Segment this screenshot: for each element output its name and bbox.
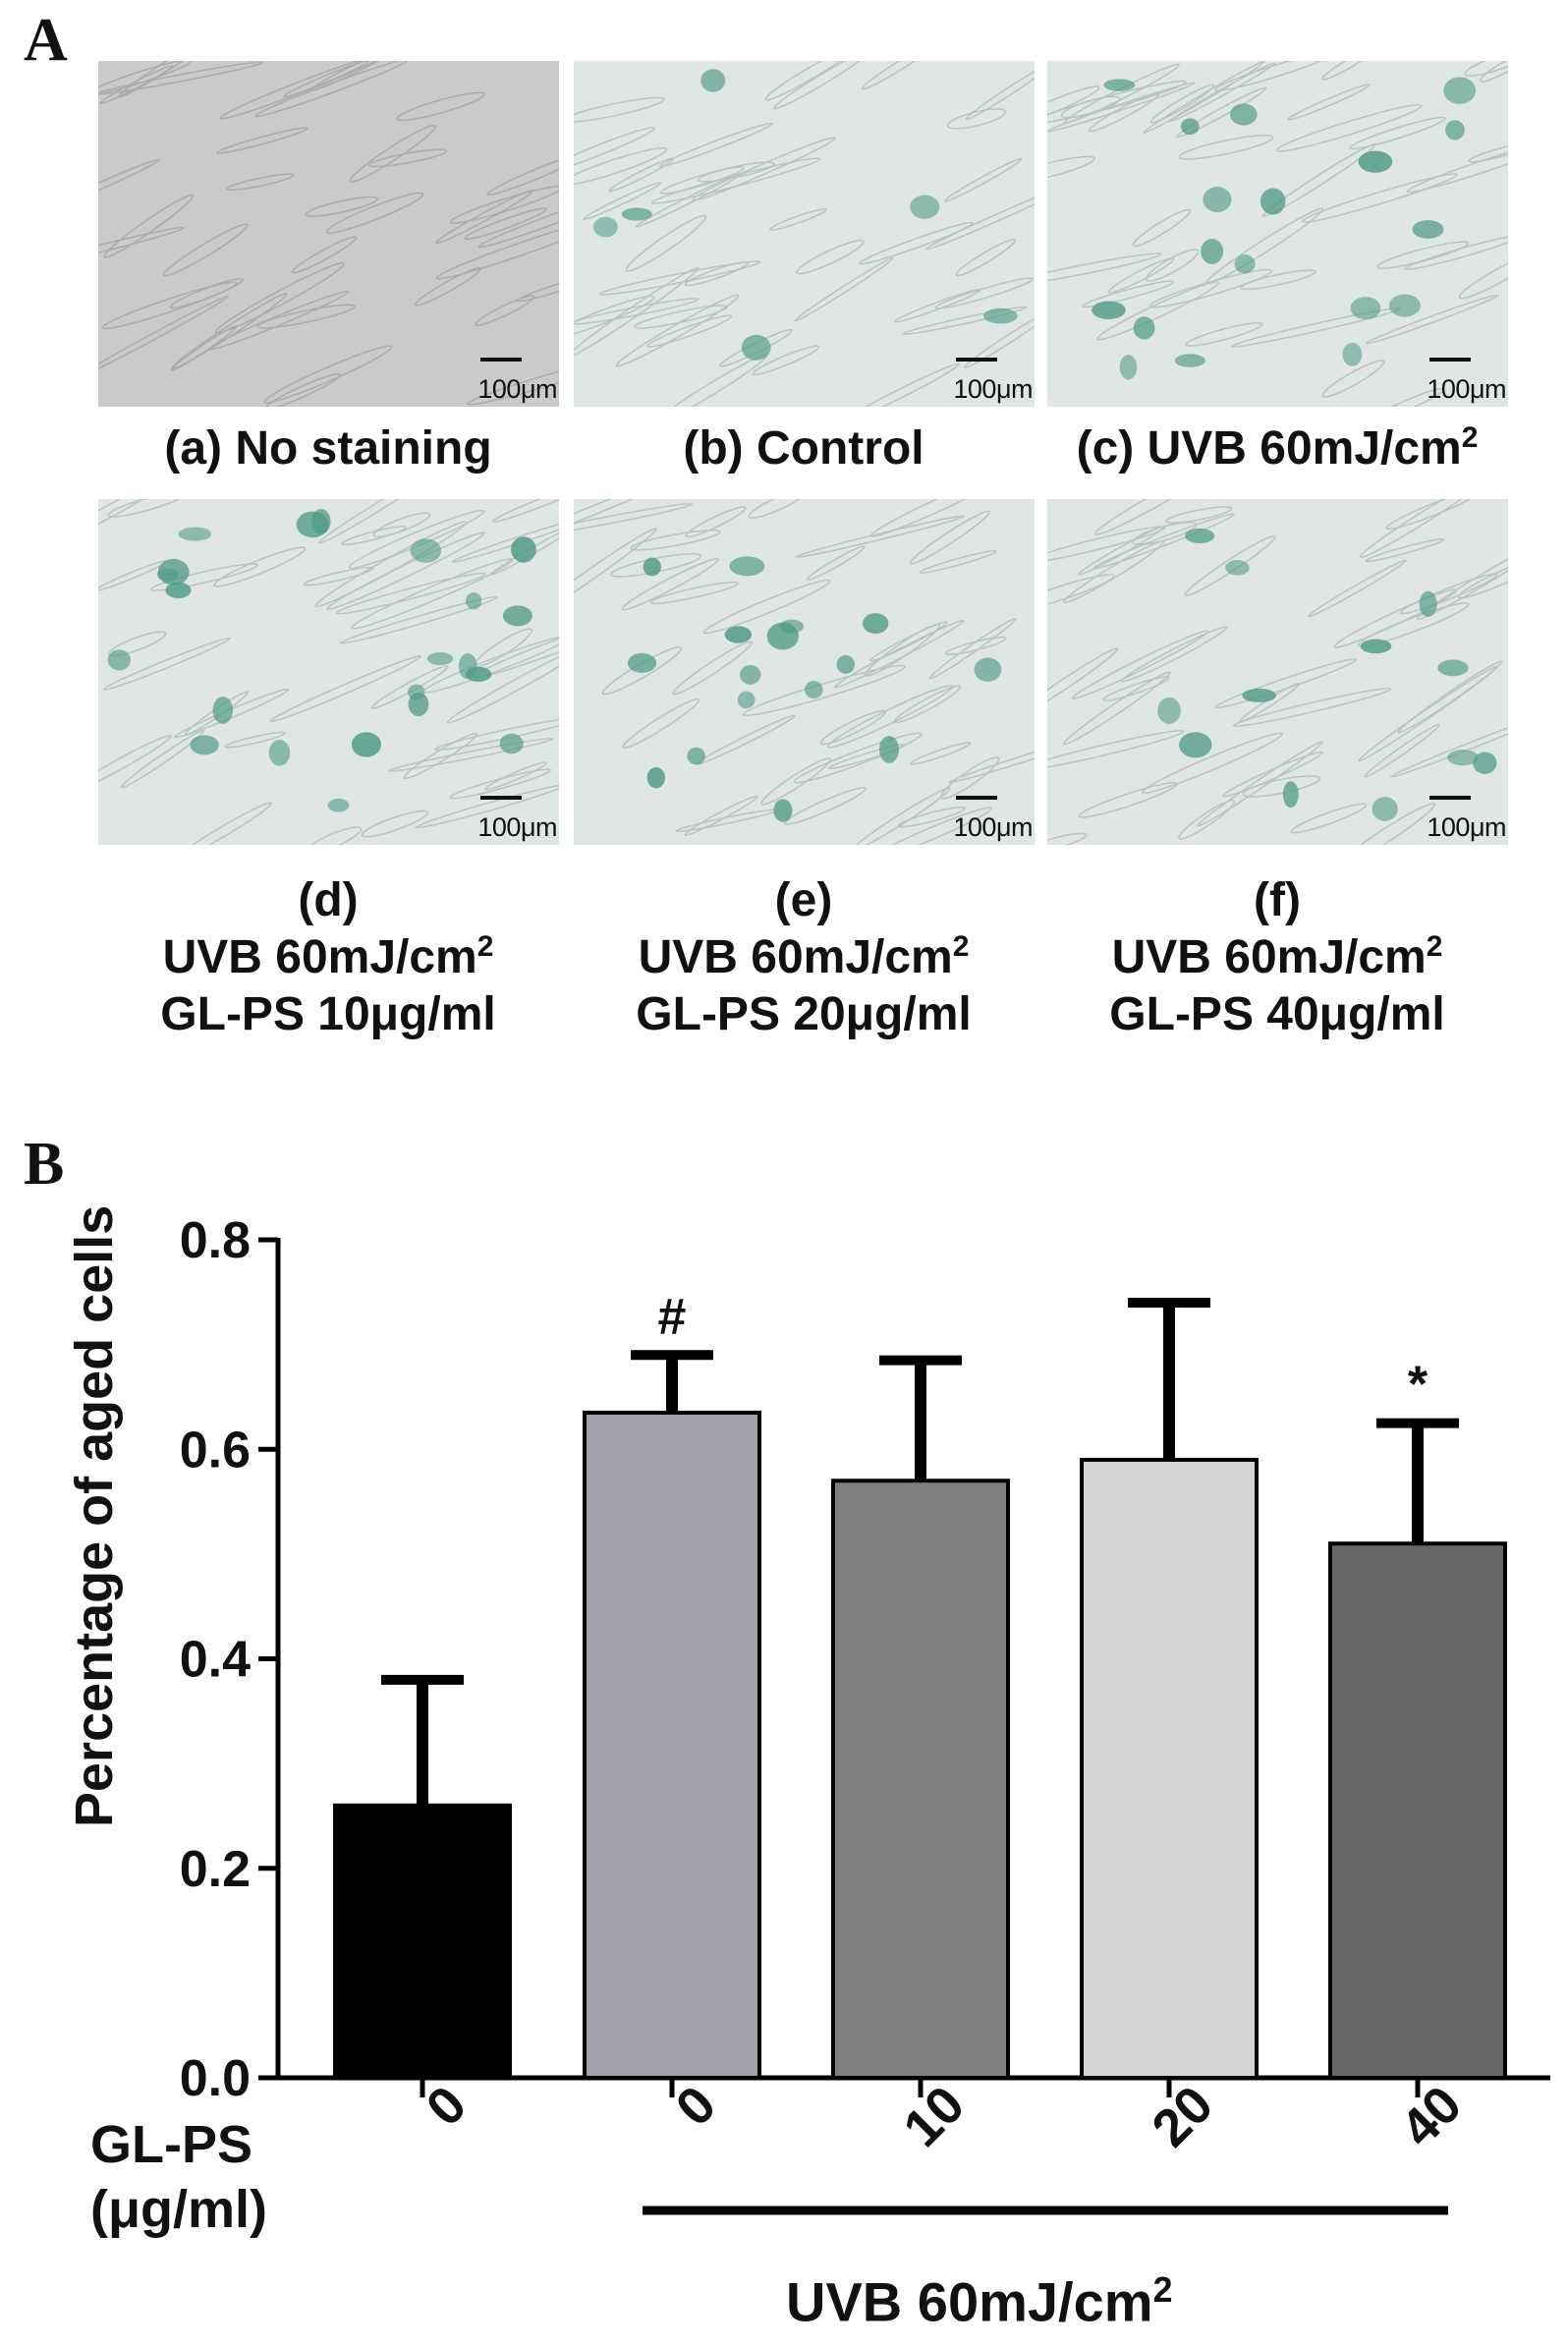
caption-line: GL-PS 40μg/ml [1109, 988, 1445, 1040]
panel-a-letter: A [24, 7, 68, 74]
significance-marker: * [1408, 1357, 1428, 1414]
micrograph-f: 100μm [1047, 499, 1508, 845]
caption-line: GL-PS 10μg/ml [160, 988, 496, 1040]
scale-label: 100μm [477, 374, 557, 404]
caption-sup: 2 [1461, 421, 1479, 454]
scale-label: 100μm [1427, 812, 1506, 842]
caption-line: UVB 60mJ/cm2 [638, 930, 970, 983]
micrograph-image [98, 61, 559, 407]
y-tick-label: 0.6 [180, 1422, 251, 1479]
scale-label: 100μm [953, 812, 1033, 842]
micrograph-caption-e: (e) UVB 60mJ/cm2 GL-PS 20μg/ml [548, 872, 1059, 1043]
micrograph-image [1047, 61, 1508, 407]
bar [831, 1479, 1010, 2080]
micrograph-e: 100μm [574, 499, 1035, 845]
caption-sup: 2 [952, 930, 970, 963]
x-axis-label-line-1: GL-PS [90, 2115, 253, 2174]
micrograph-image [574, 61, 1035, 407]
bar [1080, 1457, 1259, 2081]
x-tick-label: 40 [1389, 2075, 1473, 2158]
caption-line: (c) UVB 60mJ/cm2 [1076, 421, 1479, 475]
caption-line: UVB 60mJ/cm2 [162, 930, 494, 983]
uvb-group-label: UVB 60mJ/cm2 [786, 2269, 1173, 2334]
micrograph-caption-a: (a) No staining [73, 420, 584, 477]
y-tick-label: 0.0 [180, 2050, 251, 2107]
scale-bar [1429, 358, 1471, 362]
micrograph-image [98, 499, 559, 845]
caption-line: (d) [298, 874, 359, 926]
scale-label: 100μm [953, 374, 1033, 404]
bar [1328, 1541, 1507, 2080]
micrograph-image [1047, 499, 1508, 845]
x-axis-label: GL-PS (μg/ml) [90, 2112, 267, 2242]
x-tick-label: 20 [1141, 2075, 1224, 2158]
bar [583, 1410, 761, 2080]
bar [333, 1803, 512, 2081]
micrograph-caption-f: (f) UVB 60mJ/cm2 GL-PS 40μg/ml [1022, 872, 1533, 1043]
micrograph-b: 100μm [574, 61, 1035, 407]
y-tick-label: 0.4 [180, 1632, 251, 1689]
y-tick-label: 0.8 [180, 1212, 251, 1269]
caption-line: (e) [774, 874, 833, 926]
micrograph-d: 100μm [98, 499, 559, 845]
caption-line: UVB 60mJ/cm2 [1111, 930, 1443, 983]
caption-line: (f) [1254, 874, 1301, 926]
scale-bar [1429, 796, 1471, 800]
scale-bar [480, 796, 522, 800]
panel-b-letter: B [24, 1131, 65, 1198]
scale-bar [480, 358, 522, 362]
caption-line: GL-PS 20μg/ml [636, 988, 972, 1040]
caption-line: (a) No staining [164, 422, 492, 475]
uvb-group-label-text: UVB 60mJ/cm [786, 2270, 1153, 2333]
uvb-group-label-sup: 2 [1152, 2269, 1173, 2310]
micrograph-a: 100μm [98, 61, 559, 407]
y-axis-label: Percentage of aged cells [65, 1204, 124, 1827]
micrograph-image [574, 499, 1035, 845]
micrograph-caption-b: (b) Control [548, 420, 1059, 477]
caption-sup: 2 [476, 930, 494, 963]
micrograph-c: 100μm [1047, 61, 1508, 407]
micrograph-caption-d: (d) UVB 60mJ/cm2 GL-PS 10μg/ml [73, 872, 584, 1043]
scale-bar [956, 796, 997, 800]
caption-sup: 2 [1426, 930, 1443, 963]
caption-line: (b) Control [683, 422, 924, 475]
scale-label: 100μm [1427, 374, 1506, 404]
significance-marker: # [658, 1288, 687, 1345]
scale-bar [956, 358, 997, 362]
x-axis-label-line-2: (μg/ml) [90, 2180, 268, 2239]
bar-chart: 0.00.20.40.60.80 0#10 20 40* [180, 1212, 1550, 2215]
micrograph-caption-c: (c) UVB 60mJ/cm2 [1022, 420, 1533, 477]
scale-label: 100μm [477, 812, 557, 842]
x-tick-label: 10 [892, 2075, 976, 2158]
y-tick-label: 0.2 [180, 1841, 251, 1898]
